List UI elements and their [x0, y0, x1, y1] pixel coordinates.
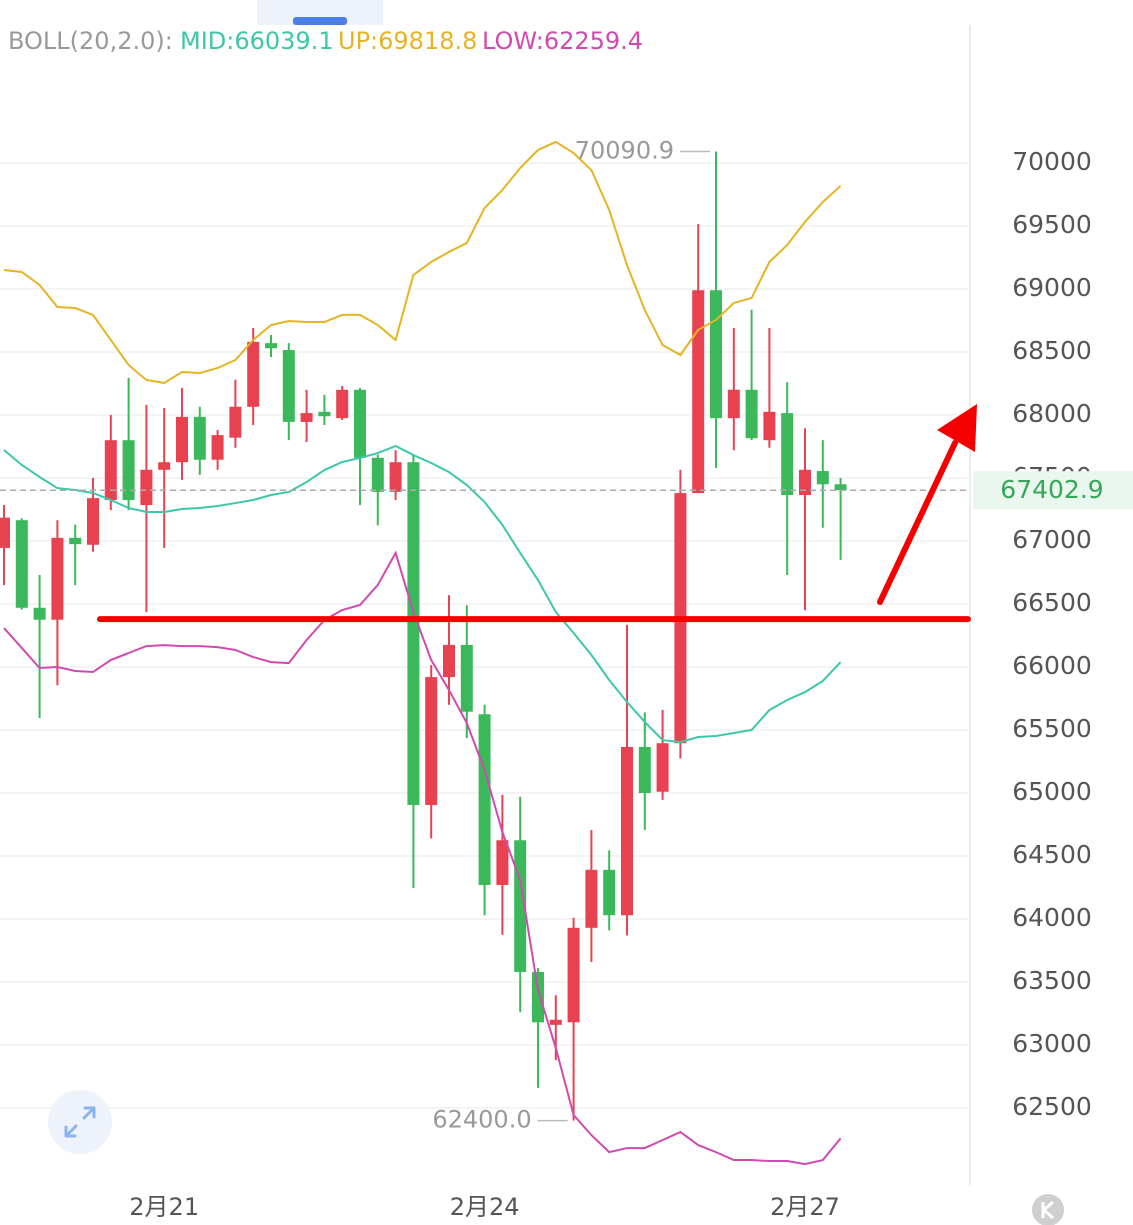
- logo-button[interactable]: [1032, 1194, 1064, 1225]
- y-tick-label: 62500: [1012, 1092, 1092, 1121]
- y-tick-label: 64500: [1012, 840, 1092, 869]
- candle-body: [247, 341, 260, 407]
- candle-body: [443, 644, 455, 678]
- y-tick-label: 63500: [1012, 966, 1092, 995]
- candle-body: [354, 389, 366, 458]
- y-tick-label: 68500: [1012, 336, 1092, 365]
- y-tick-label: 66500: [1012, 588, 1092, 617]
- plot: 70090.9 62400.0: [0, 137, 971, 1166]
- candle-body: [0, 517, 10, 548]
- y-tick-label: 69500: [1012, 210, 1092, 239]
- x-tick-label: 2月24: [450, 1193, 520, 1221]
- candle-body: [229, 406, 242, 438]
- y-tick-label: 66000: [1012, 651, 1092, 680]
- y-tick-label: 69000: [1012, 273, 1092, 302]
- candle-body: [87, 498, 99, 545]
- grid: [0, 162, 970, 1109]
- candle-body: [104, 440, 117, 501]
- candle-body: [621, 747, 633, 916]
- tab-indicator: [293, 17, 347, 25]
- candle-body: [51, 537, 64, 620]
- expand-button[interactable]: [48, 1090, 112, 1154]
- candle-body: [727, 389, 740, 419]
- candle-body: [478, 714, 491, 885]
- candle-body: [33, 607, 46, 620]
- candle-body: [781, 413, 794, 495]
- boll-line: [3, 444, 842, 744]
- legend: BOLL(20,2.0):: [8, 27, 173, 55]
- candle-body: [567, 927, 580, 1023]
- candle-body: [834, 484, 847, 491]
- expand-icon: [64, 1106, 96, 1138]
- annotation-label: 70090.9: [575, 137, 674, 165]
- annotation-label: 62400.0: [432, 1106, 531, 1134]
- indicator-label: BOLL(20,2.0):: [8, 27, 173, 55]
- logo-icon: [1041, 1200, 1054, 1220]
- candle-body: [710, 290, 722, 419]
- candle-body: [763, 411, 776, 441]
- candle-body: [745, 389, 758, 439]
- expand-bg: [48, 1090, 112, 1154]
- y-tick-label: 68000: [1012, 399, 1092, 428]
- boll-line: [3, 140, 842, 385]
- last-price-label: 67402.9: [1000, 475, 1103, 504]
- y-tick-label: 65500: [1012, 714, 1092, 743]
- candle-body: [300, 413, 313, 422]
- arrow: [877, 404, 977, 605]
- y-tick-label: 70000: [1012, 147, 1092, 176]
- candle-body: [140, 469, 153, 506]
- candle-body: [265, 343, 277, 349]
- candle-body: [656, 743, 669, 792]
- y-tick-label: 63000: [1012, 1029, 1092, 1058]
- arrow-head: [937, 404, 977, 452]
- candle-body: [532, 971, 544, 1023]
- candle-body: [585, 869, 598, 928]
- last-price-box: [973, 471, 1133, 510]
- candle-body: [425, 677, 438, 805]
- candle-body: [15, 520, 28, 608]
- candle-body: [389, 462, 402, 492]
- candle-body: [407, 462, 420, 805]
- candle-body: [371, 457, 384, 492]
- candle-body: [211, 435, 224, 460]
- legend-entry: MID:66039.1: [180, 27, 334, 55]
- y-tick-label: 67000: [1012, 525, 1092, 554]
- candle-body: [460, 644, 473, 712]
- legend-entry: LOW:62259.4: [482, 27, 643, 55]
- candle-body: [282, 350, 295, 422]
- candle-body: [692, 290, 705, 494]
- x-tick-label: 2月21: [129, 1193, 199, 1221]
- candle-body: [122, 440, 135, 501]
- arrow-shaft: [877, 440, 958, 605]
- candle-body: [638, 747, 651, 793]
- candle-body: [549, 1019, 562, 1025]
- y-tick-label: 65000: [1012, 777, 1092, 806]
- candle-body: [318, 411, 331, 417]
- candle-body: [176, 416, 188, 463]
- boll-line: [3, 550, 842, 1166]
- logo-bg: [1032, 1194, 1064, 1225]
- x-tick-label: 2月27: [770, 1193, 840, 1221]
- candle-body: [336, 389, 349, 419]
- candle-body: [193, 416, 206, 460]
- candle-body: [603, 869, 616, 916]
- candle-body: [158, 462, 171, 470]
- candle-body: [799, 469, 811, 495]
- candle-body: [816, 471, 829, 485]
- candle-body: [69, 537, 82, 545]
- candle-body: [496, 840, 509, 885]
- y-tick-label: 64000: [1012, 903, 1092, 932]
- legend-entry: UP:69818.8: [338, 27, 477, 55]
